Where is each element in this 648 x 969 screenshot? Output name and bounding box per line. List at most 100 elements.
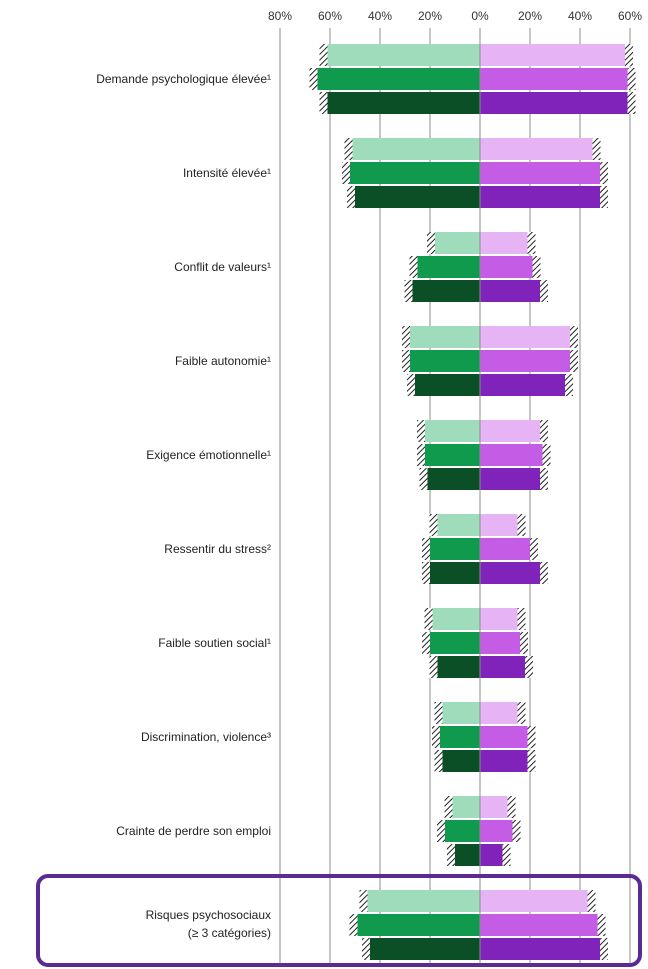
category-label: Discrimination, violence³: [141, 730, 271, 744]
error-hatch-right: [597, 914, 606, 936]
error-hatch-right: [525, 656, 533, 678]
bar-left: [437, 750, 480, 772]
bar-left: [405, 350, 480, 372]
error-hatch-left: [434, 750, 443, 772]
error-hatch-right: [627, 92, 636, 114]
bar-right: [480, 92, 633, 114]
error-hatch-left: [407, 374, 415, 396]
bar-right: [480, 326, 575, 348]
bar-left: [422, 468, 480, 490]
category-label: Ressentir du stress²: [164, 542, 271, 556]
error-hatch-left: [424, 608, 433, 630]
error-hatch-right: [570, 326, 578, 348]
error-hatch-left: [422, 632, 430, 654]
bar-left: [440, 820, 480, 842]
error-hatch-left: [447, 844, 455, 866]
bar-left: [322, 92, 480, 114]
bar-left: [437, 702, 480, 724]
bar-left: [432, 656, 480, 678]
error-hatch-right: [542, 444, 551, 466]
bar-right: [480, 232, 533, 254]
category-label: Risques psychosociaux: [146, 908, 271, 922]
category-label: Demande psychologique élevée¹: [96, 72, 271, 86]
error-hatch-left: [362, 938, 370, 960]
error-hatch-right: [625, 44, 633, 66]
error-hatch-right: [527, 750, 536, 772]
bar-left: [352, 914, 480, 936]
error-hatch-right: [527, 232, 536, 254]
x-tick-label: 40%: [568, 9, 592, 23]
category-label: Crainte de perdre son emploi: [116, 824, 271, 838]
bar-left: [425, 632, 480, 654]
bar-right: [480, 890, 593, 912]
bar-left: [312, 68, 480, 90]
error-hatch-left: [359, 890, 368, 912]
error-hatch-right: [512, 820, 521, 842]
bar-right: [480, 186, 605, 208]
bar-left: [430, 232, 480, 254]
error-hatch-left: [319, 44, 328, 66]
error-hatch-left: [432, 726, 440, 748]
error-hatch-right: [600, 186, 608, 208]
x-tick-label: 20%: [518, 9, 542, 23]
error-hatch-left: [402, 326, 410, 348]
category-label: Exigence émotionnelle¹: [146, 448, 271, 462]
error-hatch-right: [540, 468, 548, 490]
error-hatch-left: [434, 702, 443, 724]
category-label: Faible soutien social¹: [158, 636, 271, 650]
bars-layer: [309, 28, 636, 966]
category-label: Faible autonomie¹: [175, 354, 271, 368]
bar-right: [480, 350, 575, 372]
bar-left: [365, 938, 480, 960]
error-hatch-right: [527, 726, 536, 748]
error-hatch-left: [319, 92, 328, 114]
error-hatch-right: [570, 350, 578, 372]
category-label: Conflit de valeurs¹: [174, 260, 271, 274]
bar-left: [427, 608, 480, 630]
bar-left: [405, 326, 480, 348]
bar-left: [435, 726, 480, 748]
category-label: Intensité élevée¹: [183, 166, 271, 180]
bar-right: [480, 514, 523, 536]
bar-left: [420, 420, 480, 442]
error-hatch-right: [507, 796, 516, 818]
x-tick-label: 60%: [318, 9, 342, 23]
bar-left: [450, 844, 480, 866]
error-hatch-right: [520, 632, 528, 654]
error-hatch-left: [409, 256, 418, 278]
bar-right: [480, 844, 508, 866]
error-hatch-right: [540, 562, 548, 584]
bar-right: [480, 750, 533, 772]
x-tick-label: 40%: [368, 9, 392, 23]
error-hatch-right: [587, 890, 596, 912]
bar-right: [480, 44, 630, 66]
error-hatch-left: [427, 232, 435, 254]
bar-left: [425, 562, 480, 584]
bar-right: [480, 656, 530, 678]
error-hatch-left: [402, 350, 410, 372]
bar-right: [480, 68, 633, 90]
bar-left: [420, 444, 480, 466]
bar-right: [480, 702, 523, 724]
error-hatch-right: [627, 68, 636, 90]
error-hatch-left: [347, 186, 355, 208]
error-hatch-left: [417, 420, 425, 442]
error-hatch-right: [592, 138, 601, 160]
error-hatch-left: [422, 538, 430, 560]
error-hatch-left: [349, 914, 358, 936]
error-hatch-right: [517, 608, 526, 630]
error-hatch-right: [600, 938, 608, 960]
error-hatch-left: [342, 162, 350, 184]
bar-left: [345, 162, 480, 184]
bar-right: [480, 468, 545, 490]
bar-right: [480, 726, 533, 748]
error-hatch-left: [417, 444, 425, 466]
error-hatch-right: [540, 280, 548, 302]
bar-left: [410, 374, 480, 396]
error-hatch-left: [344, 138, 353, 160]
bar-right: [480, 632, 525, 654]
error-hatch-left: [422, 562, 430, 584]
error-hatch-left: [419, 468, 428, 490]
error-hatch-left: [429, 514, 438, 536]
